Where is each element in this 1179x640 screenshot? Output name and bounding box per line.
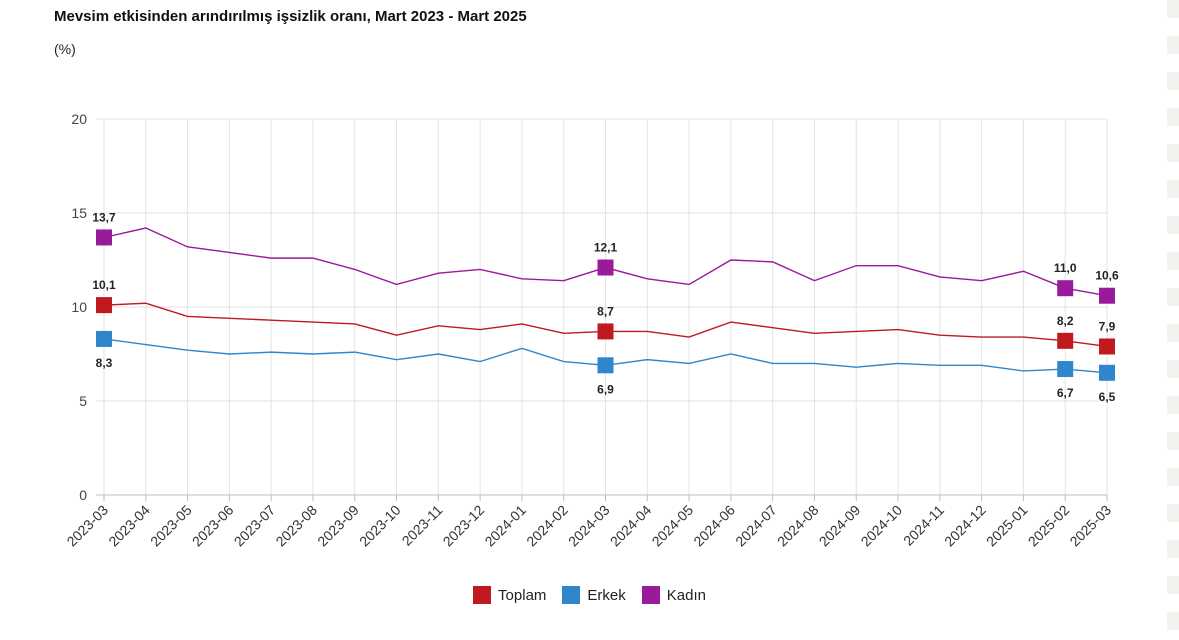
data-label: 8,3 <box>96 356 113 370</box>
y-tick-label: 20 <box>71 111 87 127</box>
y-tick-label: 0 <box>79 487 87 503</box>
data-marker <box>96 297 112 314</box>
x-tick-label: 2024-07 <box>732 502 780 550</box>
x-tick-label: 2023-07 <box>231 502 279 550</box>
data-label: 8,2 <box>1057 314 1074 328</box>
x-tick-label: 2024-09 <box>816 502 864 550</box>
data-label: 12,1 <box>594 241 618 255</box>
x-tick-label: 2024-11 <box>900 502 947 549</box>
x-tick-label: 2024-10 <box>858 502 906 550</box>
data-marker <box>96 330 112 347</box>
data-label: 13,7 <box>92 210 116 224</box>
data-label: 10,1 <box>92 278 116 292</box>
data-marker <box>597 259 614 276</box>
data-marker <box>96 229 112 246</box>
data-label: 6,7 <box>1057 386 1074 400</box>
x-tick-label: 2024-05 <box>649 502 697 550</box>
legend-label-erkek: Erkek <box>587 586 626 604</box>
x-tick-label: 2024-01 <box>481 502 529 550</box>
x-tick-label: 2023-06 <box>189 502 237 550</box>
legend-swatch-erkek <box>562 586 581 604</box>
data-label: 10,6 <box>1095 269 1119 283</box>
data-marker <box>597 357 614 374</box>
legend-swatch-toplam <box>473 586 492 604</box>
data-marker <box>1099 338 1115 355</box>
legend-label-kadin: Kadın <box>666 586 706 604</box>
x-tick-label: 2023-12 <box>440 502 488 550</box>
x-tick-label: 2023-11 <box>399 502 446 549</box>
data-marker <box>597 323 614 340</box>
data-label: 11,0 <box>1054 261 1077 275</box>
data-label: 6,5 <box>1099 390 1116 404</box>
data-marker <box>1057 332 1074 349</box>
y-tick-label: 5 <box>79 393 87 409</box>
data-label: 7,9 <box>1099 319 1116 333</box>
legend-item-kadin[interactable]: Kadın <box>641 586 706 604</box>
legend-label-toplam: Toplam <box>498 586 547 604</box>
legend: Toplam Erkek Kadın <box>0 586 1179 604</box>
x-tick-label: 2024-12 <box>941 502 989 550</box>
x-tick-label: 2023-09 <box>314 502 362 550</box>
data-label: 8,7 <box>597 304 614 318</box>
y-tick-label: 15 <box>71 205 87 221</box>
data-marker <box>1057 280 1074 297</box>
chart-title: Mevsim etkisinden arındırılmış işsizlik … <box>54 8 527 25</box>
x-tick-label: 2024-03 <box>565 502 613 550</box>
x-tick-label: 2024-02 <box>523 502 571 550</box>
y-tick-label: 10 <box>71 299 87 315</box>
unit-label: (%) <box>54 41 76 57</box>
x-tick-label: 2025-01 <box>983 502 1031 550</box>
x-tick-label: 2023-10 <box>356 502 404 550</box>
data-label: 6,9 <box>597 382 614 396</box>
x-tick-label: 2023-04 <box>105 502 153 550</box>
x-tick-label: 2024-04 <box>607 502 655 550</box>
x-tick-label: 2023-03 <box>63 502 111 550</box>
data-marker <box>1099 364 1115 381</box>
legend-item-erkek[interactable]: Erkek <box>562 586 626 604</box>
data-marker <box>1099 287 1115 304</box>
x-tick-label: 2023-05 <box>147 502 195 550</box>
x-tick-label: 2024-08 <box>774 502 822 550</box>
legend-item-toplam[interactable]: Toplam <box>473 586 546 604</box>
x-tick-label: 2025-02 <box>1025 502 1073 550</box>
decorative-border <box>1167 0 1179 640</box>
legend-swatch-kadin <box>641 586 660 604</box>
x-tick-label: 2024-06 <box>690 502 738 550</box>
x-tick-label: 2023-08 <box>272 502 320 550</box>
x-tick-label: 2025-03 <box>1066 502 1114 550</box>
data-marker <box>1057 361 1074 378</box>
